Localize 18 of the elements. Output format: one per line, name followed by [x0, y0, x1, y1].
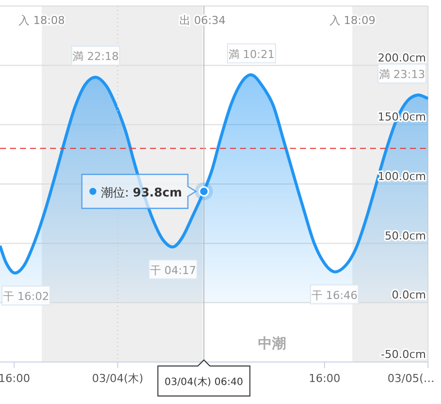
text: 03/04(木) 06:40 — [164, 376, 244, 388]
y-tick-label: 50.0cm — [384, 229, 426, 242]
annotation: 干 16:46 — [311, 288, 358, 302]
annotation: 入 18:08 — [18, 14, 65, 28]
annotation: 入 18:09 — [329, 14, 376, 28]
y-tick-label: 0.0cm — [392, 288, 426, 302]
x-tick-label: 16:00 — [308, 372, 340, 385]
x-tick-label: 03/04(木) — [92, 372, 144, 385]
annotation: 干 16:02 — [2, 290, 50, 303]
annotation: 干 04:17 — [150, 264, 196, 277]
annotation: 満 10:21 — [228, 48, 275, 61]
y-tick-label: -50.0cm — [380, 348, 426, 361]
annotation: 中潮 — [258, 336, 286, 352]
annotation: 潮位: 93.8cm — [100, 185, 182, 200]
annotation: 満 22:18 — [72, 50, 119, 64]
annotation: 満 23:13 — [378, 68, 426, 81]
y-tick-label: 200.0cm — [378, 51, 426, 64]
x-tick-label: 03/05(… — [388, 372, 434, 385]
